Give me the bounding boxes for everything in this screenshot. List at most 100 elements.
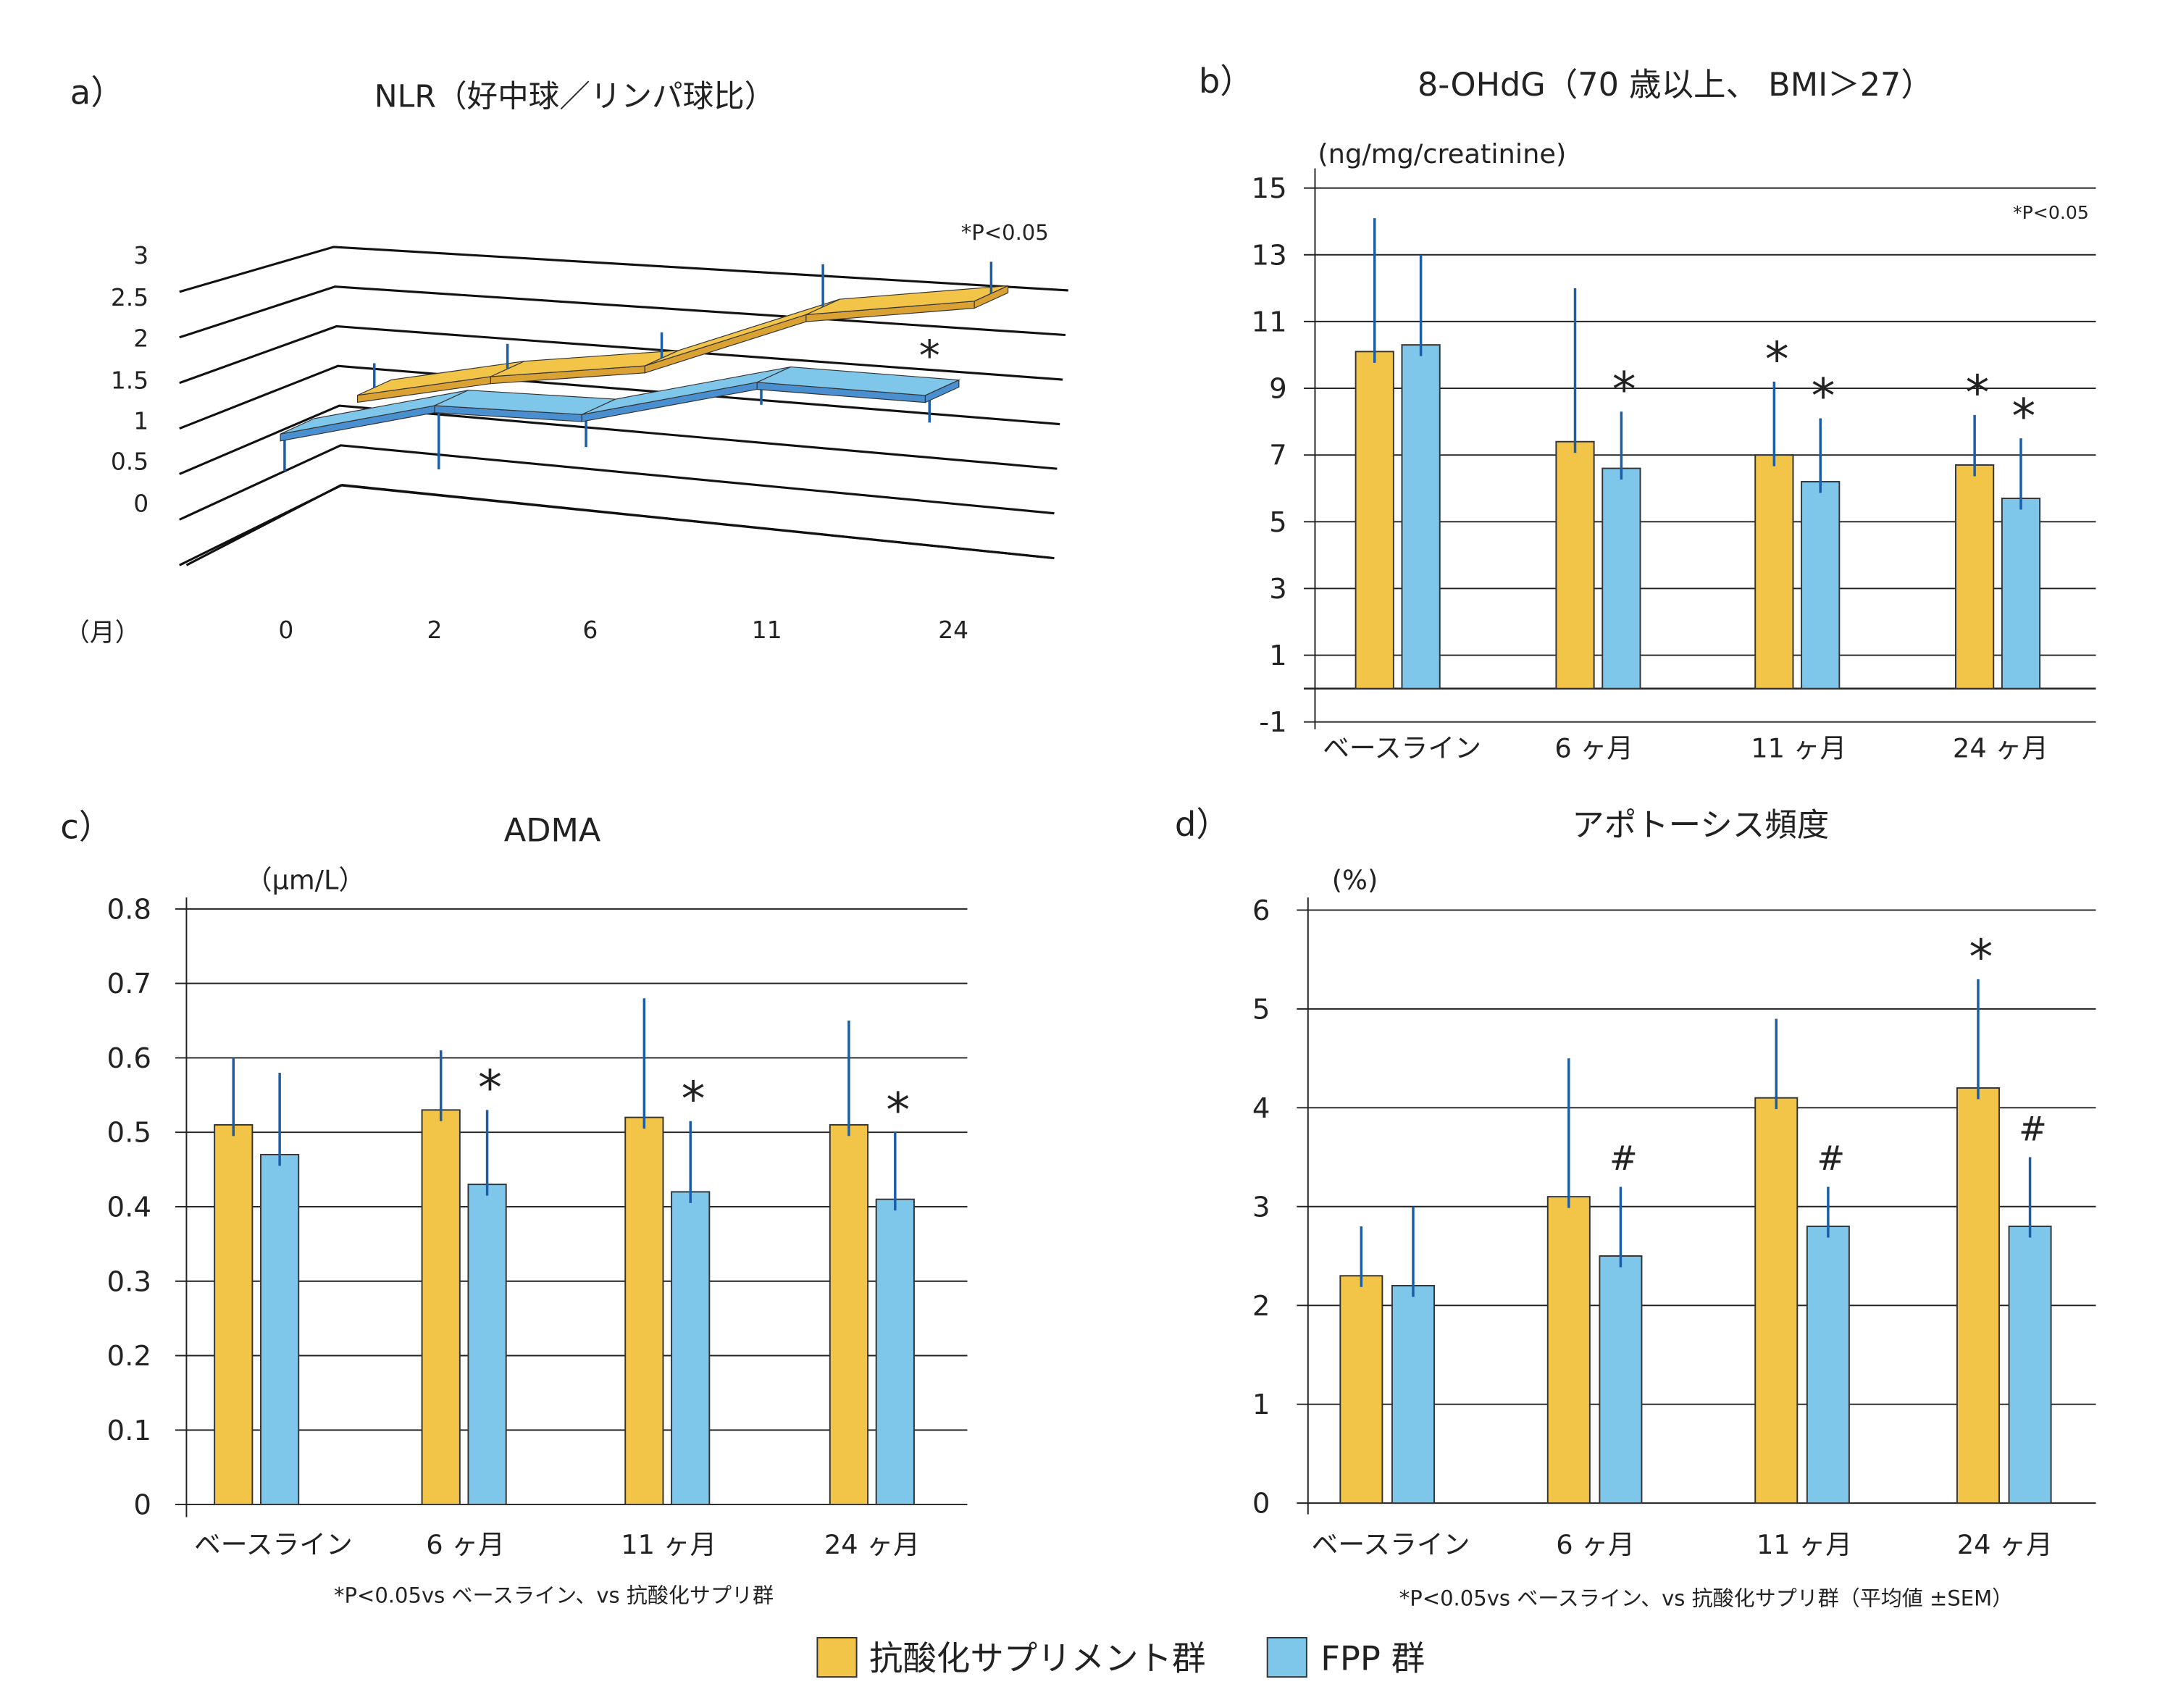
chart-title: NLR（好中球／リンパ球比） xyxy=(374,78,776,114)
bar-fpp xyxy=(1401,344,1441,690)
y-tick-label: 2 xyxy=(133,324,148,352)
y-tick-label: 11 xyxy=(1252,306,1287,338)
y-tick-label: 9 xyxy=(1269,373,1287,406)
y-tick-label: 15 xyxy=(1252,172,1287,205)
x-tick-label: ベースライン xyxy=(1323,732,1481,763)
bar-antioxidant xyxy=(829,1123,869,1506)
y-tick-label: 1 xyxy=(133,407,148,435)
significance-marker: * xyxy=(1765,332,1789,388)
y-tick-label: 7 xyxy=(1269,440,1287,472)
y-tick-label: 0 xyxy=(1252,1488,1270,1520)
y-tick-label: 0.1 xyxy=(107,1415,152,1447)
y-tick-label: 0.6 xyxy=(107,1042,152,1075)
y-tick-label: 0.2 xyxy=(107,1340,152,1373)
x-tick-label: 24 ヶ月 xyxy=(824,1529,920,1560)
panel-c-adma-chart: c） ADMA （μm/L） *P<0.05vs ベースライン、vs 抗酸化サプリ群 0… xyxy=(60,808,968,1608)
chart-title: 8-OHdG（70 歳以上、 BMI＞27） xyxy=(1418,67,1933,104)
y-tick-label: 0.5 xyxy=(111,448,148,476)
legend-label-antioxidant: 抗酸化サプリメント群 xyxy=(869,1638,1205,1678)
y-tick-label: 5 xyxy=(1252,993,1270,1026)
y-tick-label: 1 xyxy=(1252,1389,1270,1421)
y-tick-label: 0 xyxy=(133,490,148,518)
bar-antioxidant xyxy=(1546,1196,1591,1504)
gridline xyxy=(179,246,1068,293)
chart-title: ADMA xyxy=(504,813,601,850)
significance-marker: * xyxy=(2011,388,2035,444)
y-tick-label: 3 xyxy=(1269,573,1287,606)
x-axis-label: （月） xyxy=(64,619,141,648)
x-tick-label: 11 ヶ月 xyxy=(1751,732,1846,763)
y-axis-unit: (ng/mg/creatinine) xyxy=(1318,138,1566,169)
bar-antioxidant xyxy=(214,1123,254,1506)
floor-line xyxy=(185,484,1055,566)
y-tick-label: 0.7 xyxy=(107,968,152,1000)
significance-marker: * xyxy=(478,1060,502,1116)
x-tick-label: 6 ヶ月 xyxy=(1554,732,1633,763)
bar-fpp xyxy=(1806,1226,1850,1504)
bar-antioxidant xyxy=(1555,440,1595,690)
chart-title: アポトーシス頻度 xyxy=(1572,807,1829,844)
panel-d-apoptosis-chart: d） アポトーシス頻度 (%) *P<0.05vs ベースライン、vs 抗酸化サプリ群… xyxy=(1175,805,2096,1610)
y-tick-label: 2 xyxy=(1252,1290,1270,1323)
footnote: *P<0.05vs ベースライン、vs 抗酸化サプリ群 xyxy=(334,1583,774,1608)
y-tick-label: 0.5 xyxy=(107,1117,152,1150)
bar-antioxidant xyxy=(1955,464,1995,690)
bar-fpp xyxy=(2008,1226,2052,1504)
x-tick-label: 11 ヶ月 xyxy=(1757,1529,1852,1560)
panel-label: a） xyxy=(70,73,125,112)
bar-antioxidant xyxy=(1339,1275,1383,1504)
bar-antioxidant xyxy=(624,1116,664,1506)
y-tick-label: 2.5 xyxy=(111,283,148,311)
panel-a-nlr-chart: a） NLR（好中球／リンパ球比） *P<0.05 3 2.5 2 1.5 1 0.5 0 （月） 0… xyxy=(64,73,1068,648)
significance-marker: * xyxy=(1812,369,1835,424)
legend-swatch-fpp xyxy=(1266,1636,1307,1678)
x-tick-label: 0 xyxy=(278,616,293,644)
ribbon-end xyxy=(924,379,960,403)
x-tick-label: 6 ヶ月 xyxy=(426,1529,505,1560)
significance-marker: * xyxy=(919,331,940,380)
y-tick-label: 0.4 xyxy=(107,1192,152,1224)
series-ribbon-fpp xyxy=(280,366,961,472)
bar-fpp xyxy=(1602,467,1641,690)
y-tick-label: 0 xyxy=(133,1489,151,1522)
legend-label-fpp: FPP 群 xyxy=(1320,1638,1425,1678)
gridline xyxy=(179,404,1058,475)
bar-antioxidant xyxy=(1754,454,1794,690)
panel-b-8ohdg-chart: b） 8-OHdG（70 歳以上、 BMI＞27） (ng/mg/creatinin… xyxy=(1199,62,2096,763)
y-tick-label: 1.5 xyxy=(111,366,148,394)
legend: 抗酸化サプリメント群 FPP 群 xyxy=(816,1636,1425,1678)
significance-marker: * xyxy=(886,1082,910,1138)
ribbon-end xyxy=(974,285,1009,309)
bar-fpp xyxy=(260,1154,300,1506)
y-axis-unit: (%) xyxy=(1332,864,1378,895)
y-tick-label: 1 xyxy=(1269,640,1287,672)
y-tick-label: 6 xyxy=(1252,895,1270,927)
x-tick-label: ベースライン xyxy=(1312,1529,1470,1560)
ribbon-side xyxy=(644,314,807,374)
gridline xyxy=(179,444,1055,521)
panel-label: d） xyxy=(1175,805,1230,844)
legend-swatch-antioxidant xyxy=(816,1636,858,1678)
significance-marker: # xyxy=(2019,1109,2047,1148)
bar-fpp xyxy=(467,1184,507,1506)
x-tick-label: 24 ヶ月 xyxy=(1953,732,2048,763)
y-axis-unit: （μm/L） xyxy=(246,864,366,895)
significance-marker: * xyxy=(1966,365,1990,421)
x-tick-label: 24 xyxy=(938,616,968,644)
bar-fpp xyxy=(2001,498,2041,690)
significance-marker: * xyxy=(1612,362,1636,418)
bar-fpp xyxy=(875,1198,915,1506)
significance-marker: * xyxy=(682,1071,706,1127)
x-tick-label: ベースライン xyxy=(194,1529,353,1560)
y-tick-label: 0.8 xyxy=(107,893,152,926)
x-tick-label: 6 xyxy=(582,616,598,644)
y-tick-label: 13 xyxy=(1252,239,1287,272)
x-tick-label: 2 xyxy=(427,616,443,644)
gridline xyxy=(179,325,1063,385)
panel-label: c） xyxy=(60,808,112,847)
significance-marker: # xyxy=(1817,1139,1845,1178)
bar-fpp xyxy=(671,1191,711,1506)
gridline xyxy=(179,483,1052,566)
x-tick-label: 24 ヶ月 xyxy=(1957,1529,2053,1560)
